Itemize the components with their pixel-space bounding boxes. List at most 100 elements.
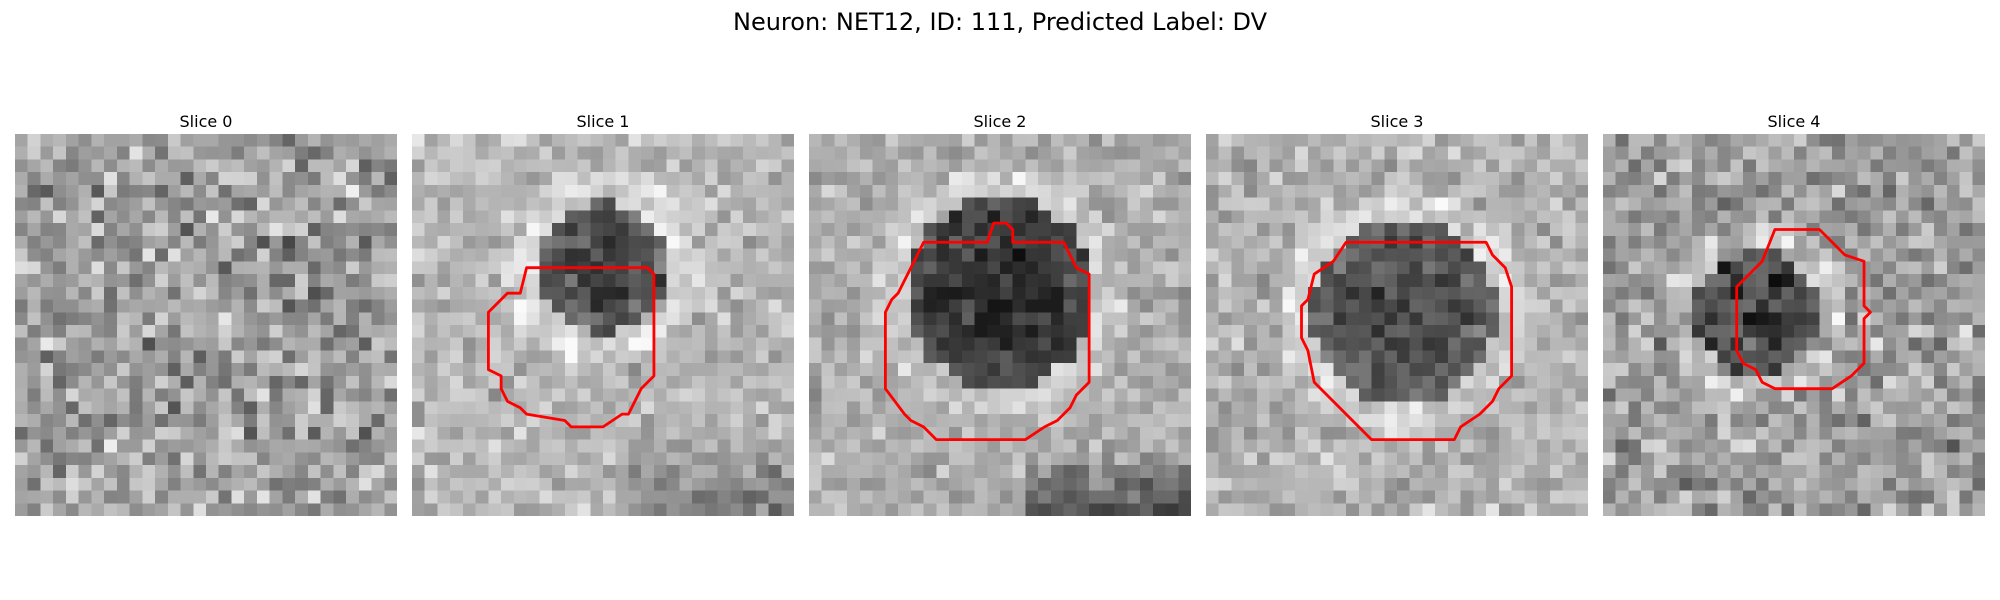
pixel — [615, 503, 629, 516]
pixel — [1269, 325, 1283, 338]
pixel — [603, 134, 616, 147]
pixel — [371, 299, 385, 313]
pixel — [1844, 426, 1858, 440]
pixel — [1218, 134, 1232, 147]
pixel — [256, 146, 270, 160]
pixel — [1511, 184, 1525, 198]
pixel — [513, 490, 527, 504]
pixel — [755, 197, 769, 211]
pixel — [180, 337, 194, 351]
pixel — [768, 223, 782, 237]
pixel — [1435, 197, 1449, 211]
pixel — [1666, 223, 1680, 237]
pixel — [1895, 477, 1909, 491]
pixel — [167, 490, 181, 504]
pixel — [666, 426, 680, 440]
pixel — [653, 401, 667, 415]
pixel — [1384, 286, 1398, 300]
pixel — [358, 401, 372, 415]
pixel — [1206, 465, 1219, 479]
pixel — [116, 299, 130, 313]
pixel — [1206, 337, 1219, 351]
pixel — [142, 248, 156, 262]
pixel — [1603, 172, 1616, 186]
pixel — [1397, 248, 1410, 262]
pixel — [1934, 452, 1948, 466]
pixel — [1549, 312, 1563, 326]
pixel — [781, 388, 794, 402]
pixel — [155, 172, 169, 186]
pixel — [1615, 414, 1629, 428]
pixel — [552, 223, 566, 237]
pixel — [65, 159, 79, 173]
pixel — [768, 172, 782, 186]
pixel — [1549, 439, 1563, 453]
slice-panel-0: Slice 0 — [15, 110, 397, 516]
pixel — [1921, 503, 1935, 516]
pixel — [1473, 286, 1487, 300]
pixel — [78, 388, 92, 402]
pixel — [1794, 503, 1807, 516]
pixel — [1178, 350, 1191, 364]
pixel — [1282, 197, 1296, 211]
pixel — [936, 146, 950, 160]
pixel — [1959, 503, 1973, 516]
pixel — [193, 274, 207, 288]
pixel — [730, 426, 744, 440]
pixel — [1422, 363, 1436, 377]
pixel — [1089, 414, 1103, 428]
pixel — [1152, 223, 1166, 237]
pixel — [1921, 223, 1935, 237]
pixel — [1012, 388, 1026, 402]
pixel — [424, 286, 438, 300]
pixel — [1231, 375, 1245, 389]
pixel — [1089, 503, 1103, 516]
pixel — [307, 210, 321, 224]
pixel — [910, 363, 924, 377]
pixel — [1524, 325, 1538, 338]
pixel — [1934, 286, 1948, 300]
pixel — [1537, 477, 1551, 491]
pixel — [1921, 439, 1935, 453]
pixel — [1641, 388, 1655, 402]
pixel — [679, 146, 693, 160]
pixel — [513, 312, 527, 326]
pixel — [53, 146, 67, 160]
pixel — [129, 477, 143, 491]
pixel — [1269, 210, 1283, 224]
pixel — [1730, 223, 1744, 237]
pixel — [1063, 375, 1077, 389]
pixel — [424, 312, 438, 326]
pixel — [1282, 388, 1296, 402]
pixel — [1063, 210, 1077, 224]
pixel — [872, 452, 886, 466]
pixel — [358, 286, 372, 300]
pixel — [628, 312, 642, 326]
pixel — [692, 503, 706, 516]
pixel — [450, 235, 464, 249]
pixel — [1615, 274, 1629, 288]
pixel — [755, 210, 769, 224]
pixel — [1934, 426, 1948, 440]
pixel — [1358, 337, 1372, 351]
pixel — [450, 503, 464, 516]
pixel — [730, 363, 744, 377]
pixel — [1346, 388, 1360, 402]
pixel — [358, 426, 372, 440]
pixel — [1012, 159, 1026, 173]
pixel — [1946, 134, 1960, 147]
pixel — [231, 375, 245, 389]
pixel — [743, 146, 757, 160]
pixel — [717, 210, 731, 224]
pixel — [1806, 465, 1820, 479]
pixel — [821, 210, 835, 224]
pixel — [847, 184, 861, 198]
pixel — [603, 490, 616, 504]
pixel — [885, 452, 899, 466]
pixel — [1537, 503, 1551, 516]
pixel — [1794, 388, 1807, 402]
pixel — [1089, 401, 1103, 415]
pixel — [1537, 134, 1551, 147]
pixel — [1781, 325, 1795, 338]
pixel — [180, 274, 194, 288]
